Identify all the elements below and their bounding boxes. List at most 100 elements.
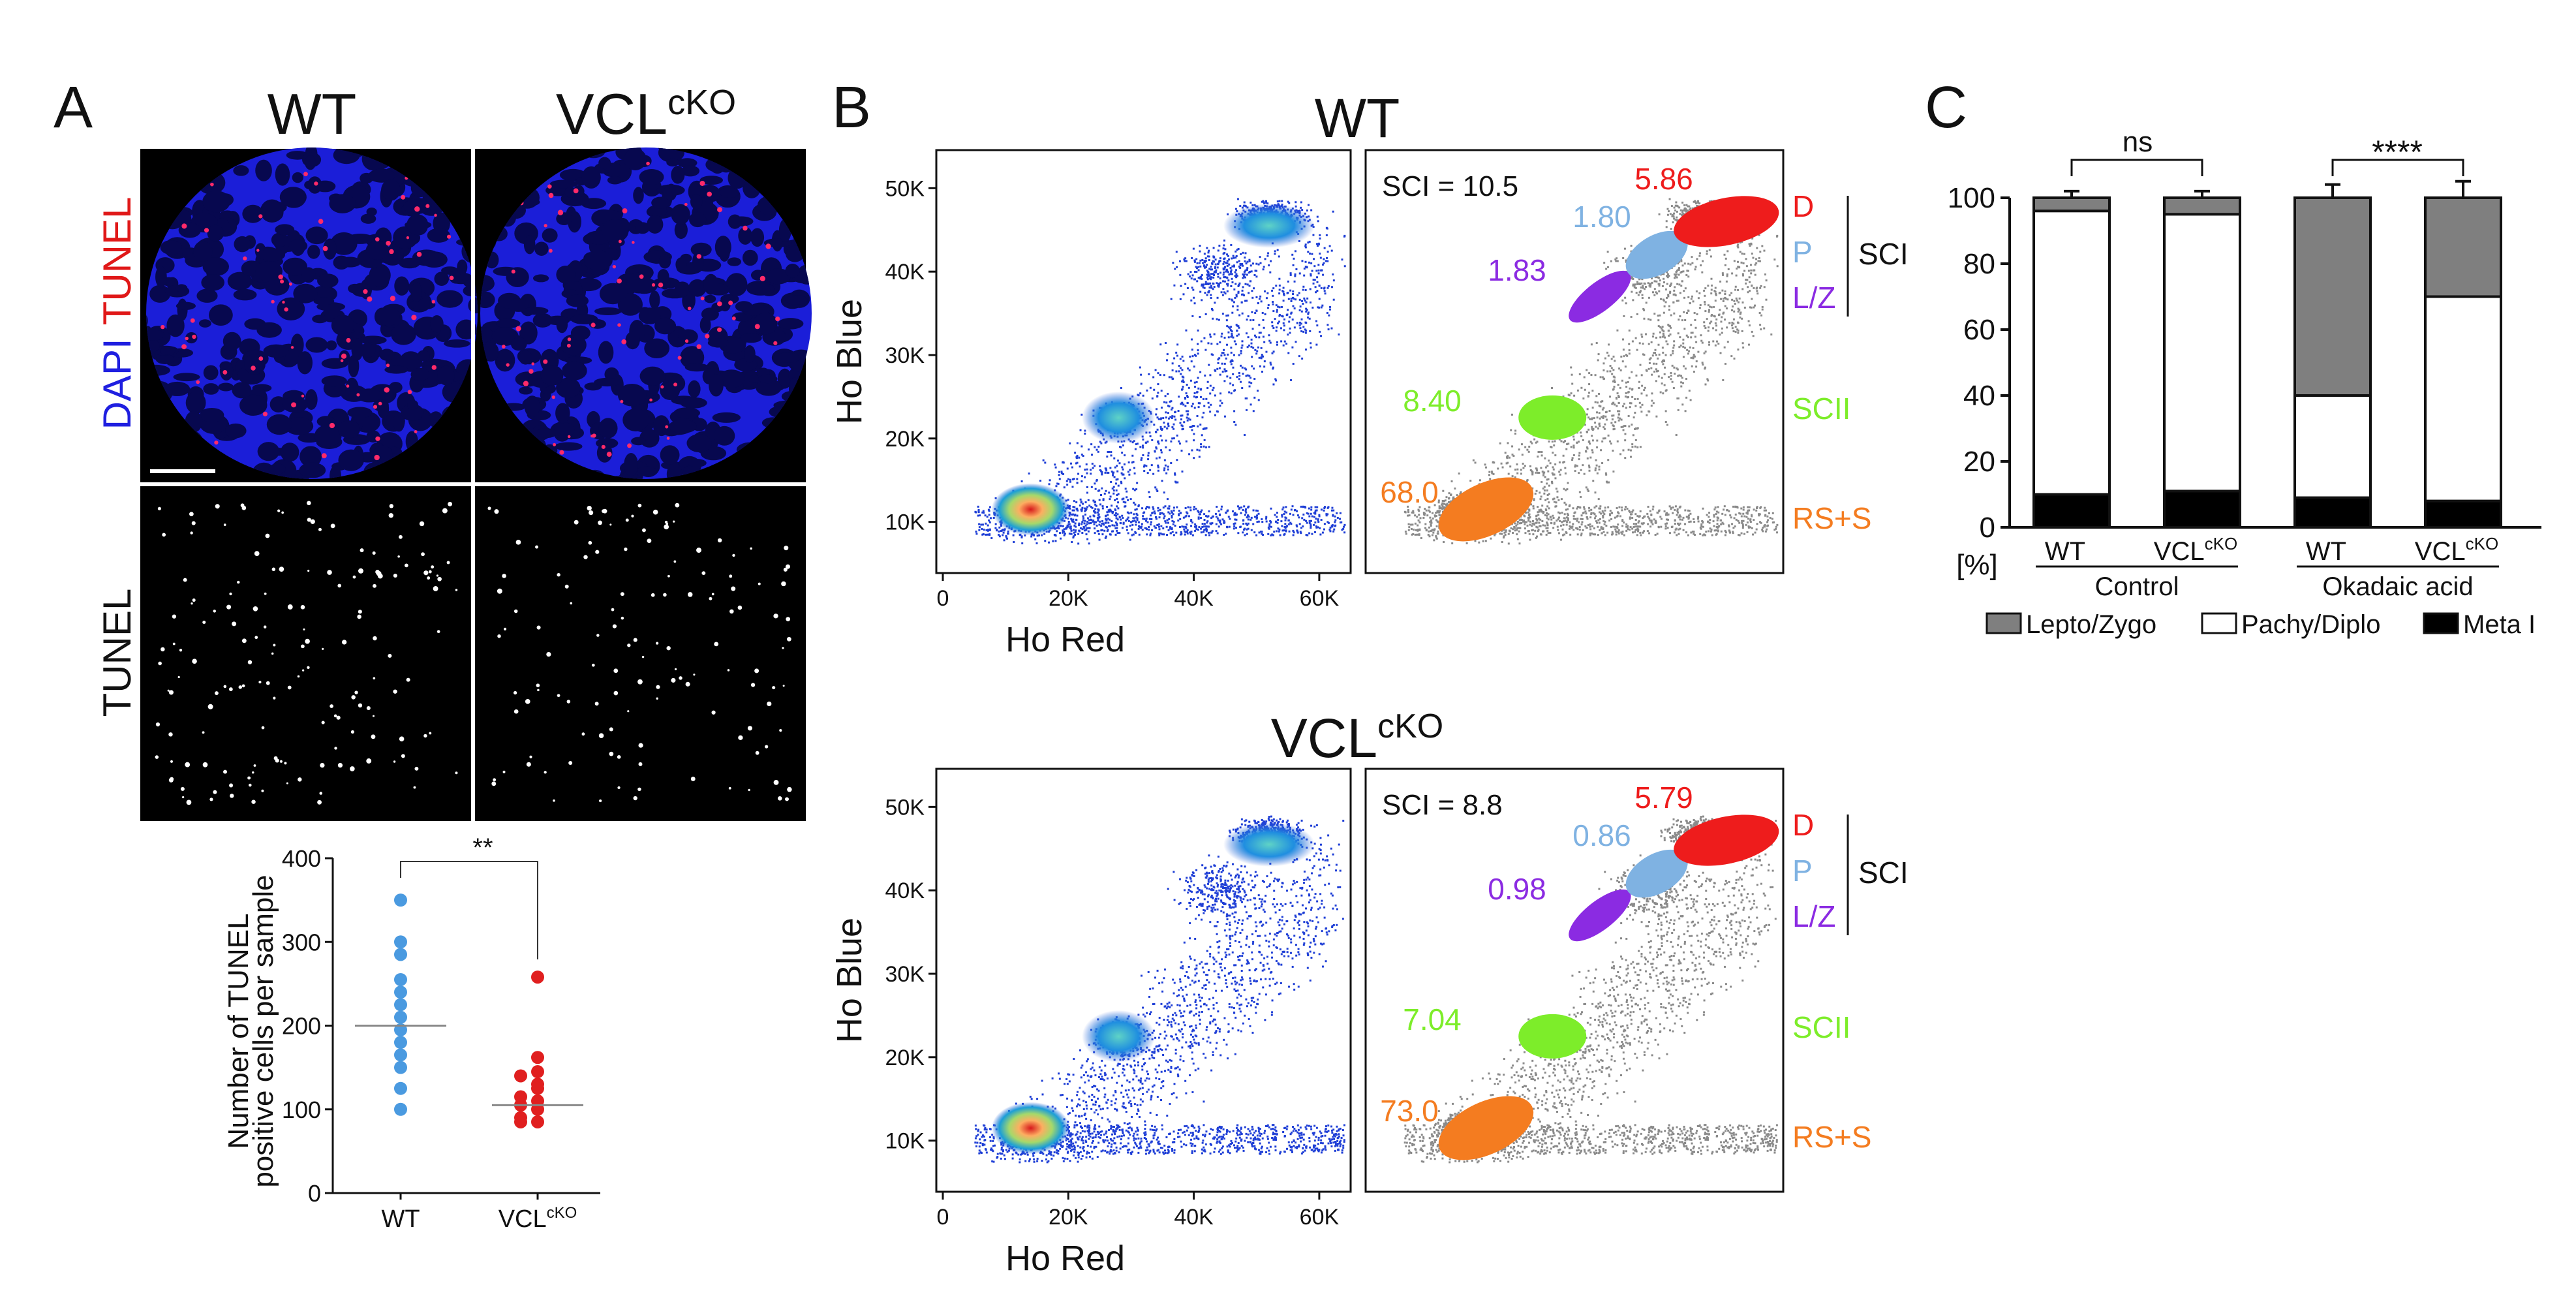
tubule-lumen — [339, 256, 361, 268]
event-dot — [1247, 336, 1250, 339]
event-dot — [1092, 520, 1094, 523]
event-dot — [1171, 407, 1174, 409]
event-dot — [1310, 527, 1312, 529]
event-dot — [1179, 367, 1182, 369]
event-dot — [1190, 277, 1193, 280]
tunel-spot — [514, 609, 518, 613]
tunel-spot — [191, 521, 196, 525]
tubule-lumen — [314, 180, 336, 193]
event-dot — [1084, 476, 1086, 478]
event-dot — [1220, 508, 1223, 511]
event-dot — [1062, 461, 1065, 464]
event-dot — [1084, 429, 1086, 432]
event-dot — [1078, 522, 1081, 525]
event-dot — [1142, 512, 1144, 514]
tubule-lumen — [712, 412, 741, 423]
event-dot — [1250, 270, 1253, 273]
event-dot — [1332, 298, 1335, 301]
event-dot — [1298, 324, 1301, 327]
event-dot — [1753, 287, 1755, 289]
event-dot — [1229, 377, 1232, 379]
event-dot — [1332, 279, 1335, 282]
event-dot — [1281, 508, 1284, 511]
event-dot — [1250, 319, 1252, 322]
tunel-spot — [595, 550, 600, 554]
event-dot — [1196, 262, 1199, 264]
event-dot — [1127, 471, 1129, 473]
tunel-spot — [241, 684, 245, 688]
event-dot — [1234, 296, 1236, 299]
event-dot — [1202, 398, 1204, 401]
event-dot — [1073, 500, 1075, 503]
event-dot — [1069, 527, 1072, 530]
tunel-spot — [423, 570, 429, 576]
event-dot — [1187, 410, 1189, 412]
event-dot — [1313, 516, 1315, 518]
event-dot — [1300, 532, 1302, 535]
tunel-spot — [437, 576, 442, 582]
tunel-signal — [551, 395, 555, 399]
event-dot — [1148, 373, 1150, 375]
event-dot — [1173, 437, 1175, 440]
event-dot — [1174, 411, 1176, 413]
tunel-signal — [390, 296, 395, 302]
tunel-spot — [253, 764, 256, 767]
event-dot — [1250, 377, 1252, 379]
tubule-lumen — [714, 236, 731, 259]
event-dot — [1319, 533, 1322, 536]
tubule-lumen — [305, 337, 328, 353]
event-dot — [1131, 528, 1133, 531]
event-dot — [1681, 319, 1683, 322]
event-dot — [1276, 512, 1278, 514]
event-dot — [1255, 262, 1258, 265]
event-dot — [1230, 392, 1233, 395]
event-dot — [1302, 330, 1305, 333]
event-dot — [1052, 540, 1054, 542]
event-dot — [1099, 465, 1101, 468]
event-dot — [1244, 252, 1247, 255]
event-dot — [1176, 459, 1178, 461]
event-dot — [1315, 526, 1318, 529]
event-dot — [1231, 332, 1233, 335]
event-dot — [1164, 464, 1167, 467]
event-dot — [1253, 273, 1256, 276]
tunel-signal — [677, 356, 682, 360]
event-dot — [1210, 294, 1212, 296]
event-dot — [1206, 521, 1208, 524]
event-dot — [1291, 318, 1294, 321]
tubule-lumen — [668, 419, 697, 433]
event-dot — [1288, 202, 1291, 204]
event-dot — [1199, 277, 1201, 280]
tunel-spot — [446, 561, 450, 565]
tunel-spot — [414, 766, 419, 771]
event-dot — [1157, 466, 1159, 469]
event-dot — [1298, 516, 1300, 519]
event-dot — [1184, 506, 1187, 509]
event-dot — [1226, 270, 1229, 272]
tubule-lumen — [666, 158, 679, 167]
tunel-spot — [223, 523, 226, 526]
event-dot — [1214, 258, 1217, 261]
tunel-spot — [765, 745, 769, 749]
event-dot — [1291, 346, 1294, 349]
event-dot — [1164, 395, 1167, 397]
event-dot — [1331, 286, 1334, 288]
tubule-lumen — [688, 380, 701, 398]
event-dot — [1255, 534, 1258, 536]
tubule-lumen — [417, 350, 430, 362]
tunel-spot — [437, 630, 440, 634]
event-dot — [1190, 299, 1193, 302]
tunel-signal — [639, 274, 644, 279]
tunel-spot — [393, 573, 397, 578]
event-dot — [1158, 523, 1160, 526]
event-dot — [1338, 333, 1340, 335]
event-dot — [985, 522, 987, 525]
event-dot — [1244, 433, 1246, 436]
event-dot — [1255, 336, 1257, 339]
tunel-spot — [190, 531, 193, 535]
event-dot — [1212, 247, 1215, 249]
event-dot — [1649, 318, 1652, 321]
event-dot — [1241, 387, 1244, 390]
tunel-signal — [547, 184, 552, 189]
event-dot — [1605, 418, 1608, 421]
